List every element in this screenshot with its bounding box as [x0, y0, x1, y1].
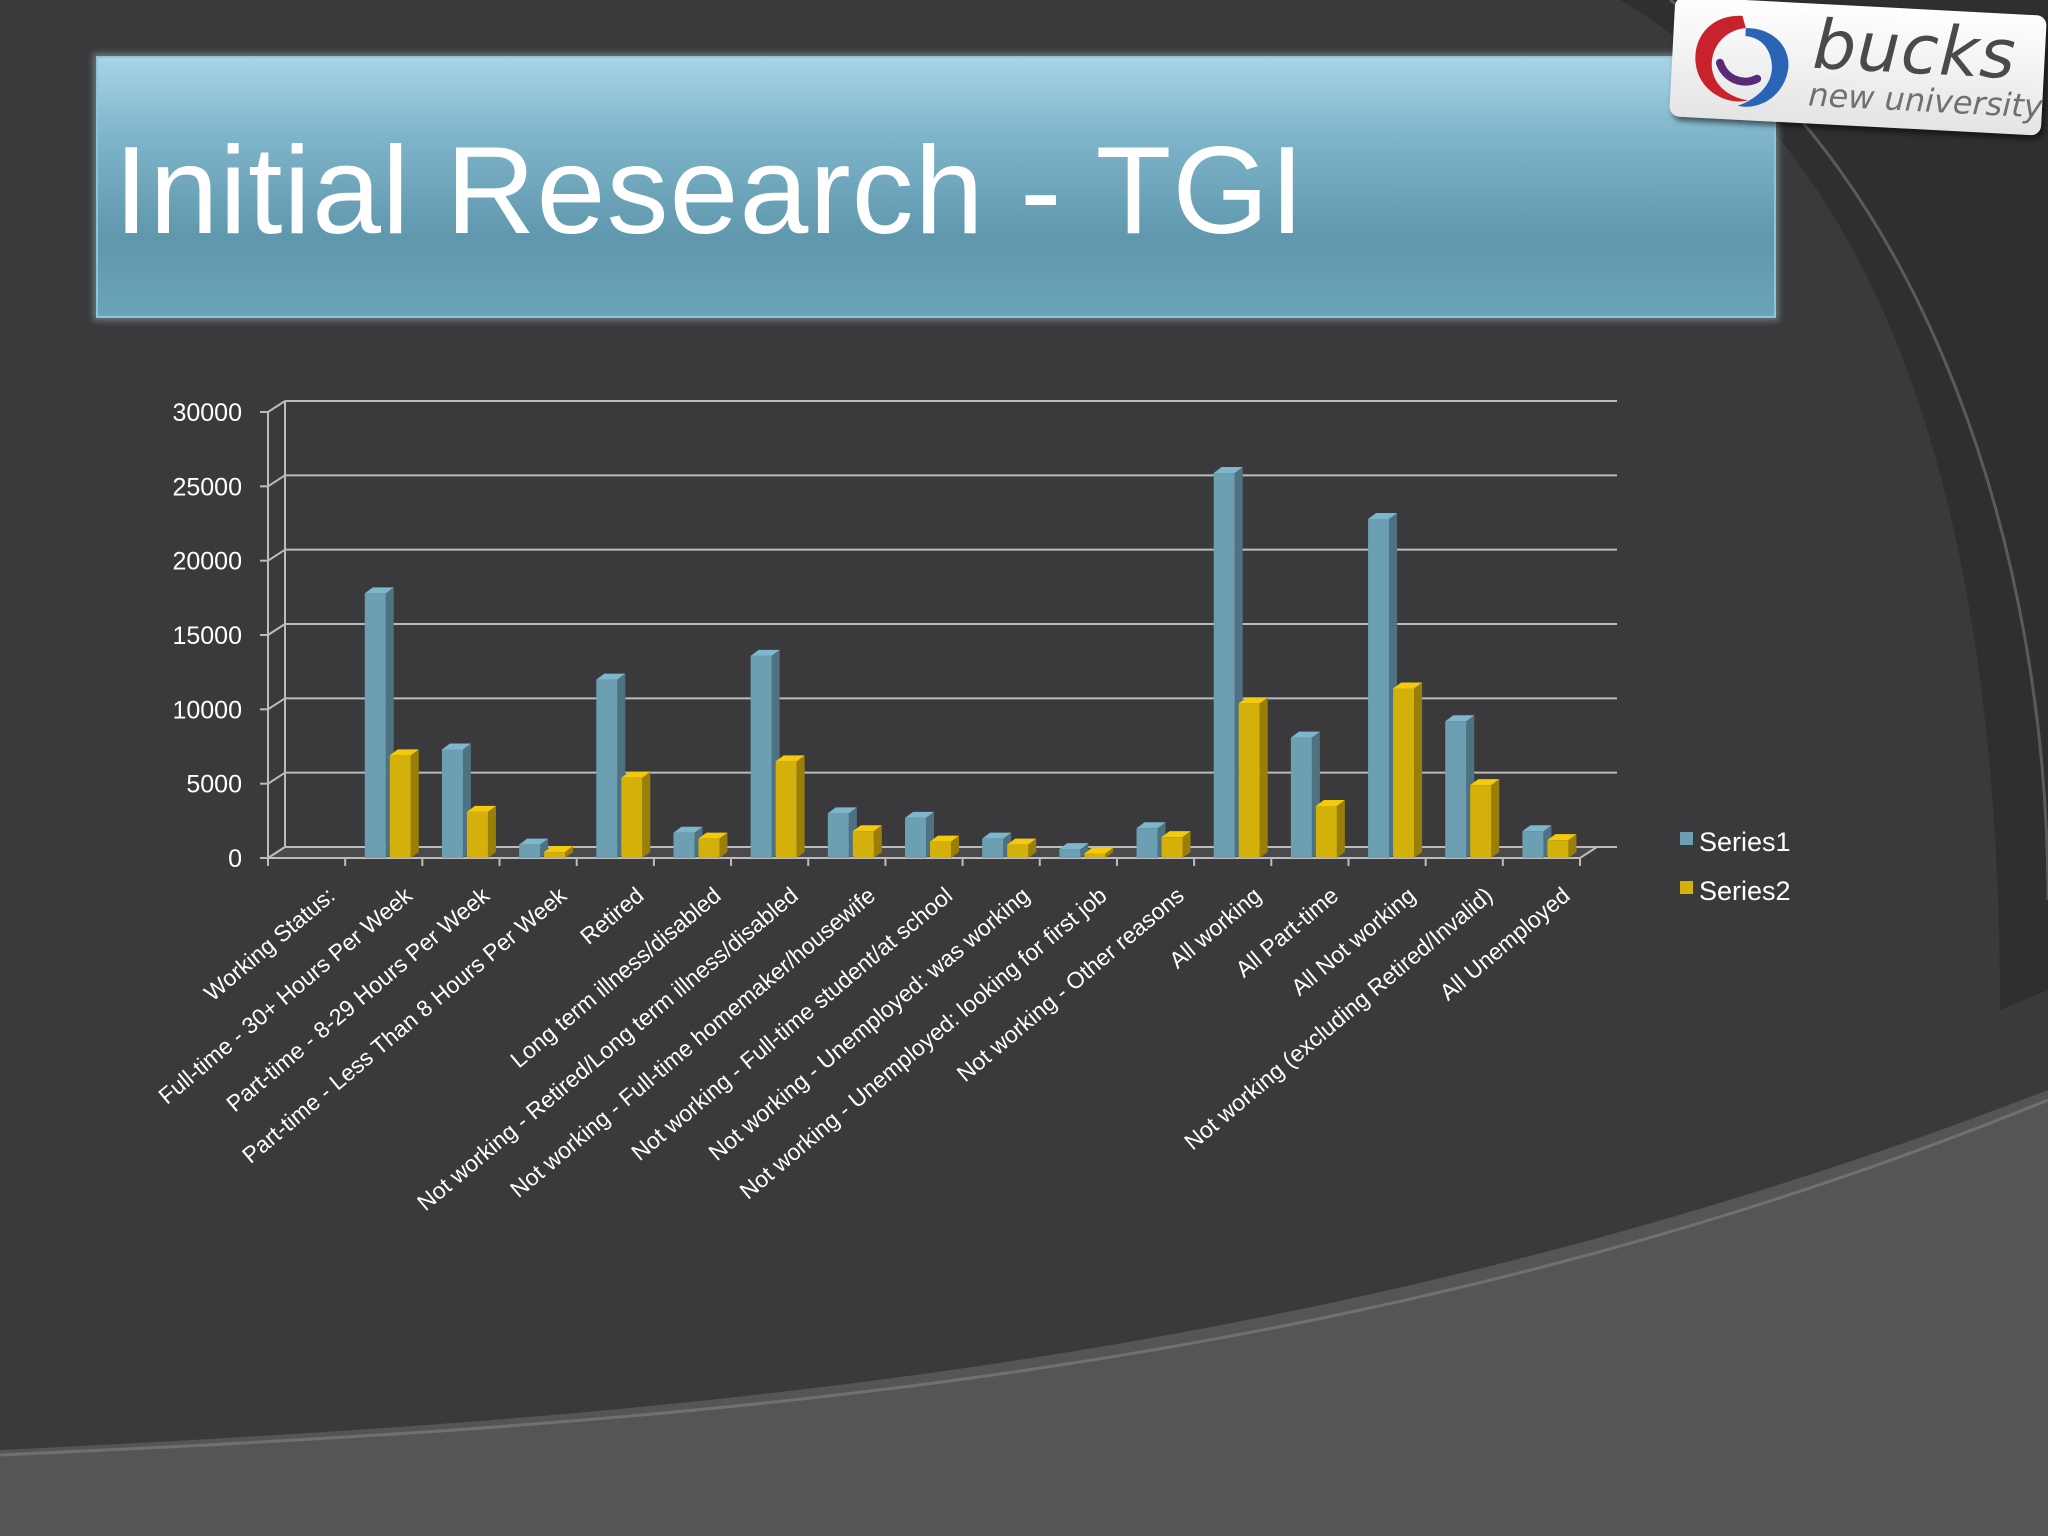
- gridline-depth: [267, 548, 286, 562]
- bar-series1: [905, 811, 934, 858]
- gridline-depth: [267, 771, 286, 785]
- x-category-label: Retired: [575, 882, 649, 950]
- logo-swirl-icon: [1695, 15, 1789, 107]
- bar-series1: [1213, 466, 1243, 858]
- bar-series1: [1368, 513, 1398, 858]
- bar-series1: [364, 587, 394, 858]
- bar-series2: [1084, 847, 1114, 858]
- y-tick-label: 15000: [172, 622, 242, 650]
- bar-series1: [1059, 843, 1089, 858]
- bar-series1: [1445, 715, 1475, 858]
- bar-series1: [596, 673, 626, 858]
- y-tick-label: 0: [228, 845, 242, 873]
- bar-series2: [544, 846, 574, 858]
- y-tick-label: 30000: [172, 399, 242, 427]
- y-tick-label: 25000: [172, 473, 242, 501]
- gridline-depth: [267, 697, 286, 711]
- y-tick-label: 10000: [172, 696, 242, 724]
- bar-series1: [673, 826, 703, 858]
- title-banner: Initial Research - TGI: [96, 56, 1776, 318]
- bar-series1: [982, 832, 1012, 858]
- bar-series2: [621, 771, 651, 858]
- bucks-logo: bucks new university: [1669, 0, 2047, 136]
- bar-series2: [852, 825, 882, 858]
- legend-label-series2: Series2: [1699, 876, 1791, 906]
- gridline-depth: [267, 400, 286, 413]
- bar-series2: [466, 805, 496, 858]
- bar-series1: [1136, 822, 1166, 858]
- bar-series2: [775, 755, 805, 858]
- slide-title: Initial Research - TGI: [114, 122, 1306, 260]
- bar-series2: [389, 749, 419, 858]
- y-tick-label: 5000: [186, 771, 242, 799]
- legend: Series1 Series2: [1680, 827, 1791, 906]
- x-category-label: Not working - Full-time homemaker/housew…: [505, 882, 880, 1203]
- bar-series2: [1161, 831, 1191, 858]
- bar-series2: [1315, 799, 1345, 858]
- bar-series1: [519, 838, 549, 858]
- legend-swatch-series2: [1680, 881, 1693, 894]
- legend-swatch-series1: [1680, 832, 1693, 845]
- bar-series2: [1547, 834, 1577, 858]
- x-category-label: Working Status:: [199, 882, 340, 1006]
- bar-series1: [750, 649, 780, 858]
- gridline-depth: [267, 623, 286, 636]
- bar-series1: [441, 743, 471, 858]
- bar-series2: [930, 835, 959, 858]
- legend-label-series1: Series1: [1699, 827, 1791, 857]
- bars: [364, 466, 1577, 858]
- bar-series2: [1007, 838, 1037, 858]
- bar-series2: [1238, 697, 1268, 858]
- bar-series2: [1470, 779, 1500, 858]
- bar-series1: [827, 807, 857, 858]
- bar-series1: [1290, 731, 1320, 858]
- gridline-depth: [267, 474, 286, 488]
- x-category-label: All Unemployed: [1435, 882, 1575, 1005]
- bar-series1: [1522, 825, 1552, 858]
- category-labels: Working Status:Full-time - 30+ Hours Per…: [153, 882, 1574, 1216]
- bar-series2: [698, 832, 728, 858]
- bar-series2: [1393, 682, 1423, 858]
- y-tick-label: 20000: [172, 548, 242, 576]
